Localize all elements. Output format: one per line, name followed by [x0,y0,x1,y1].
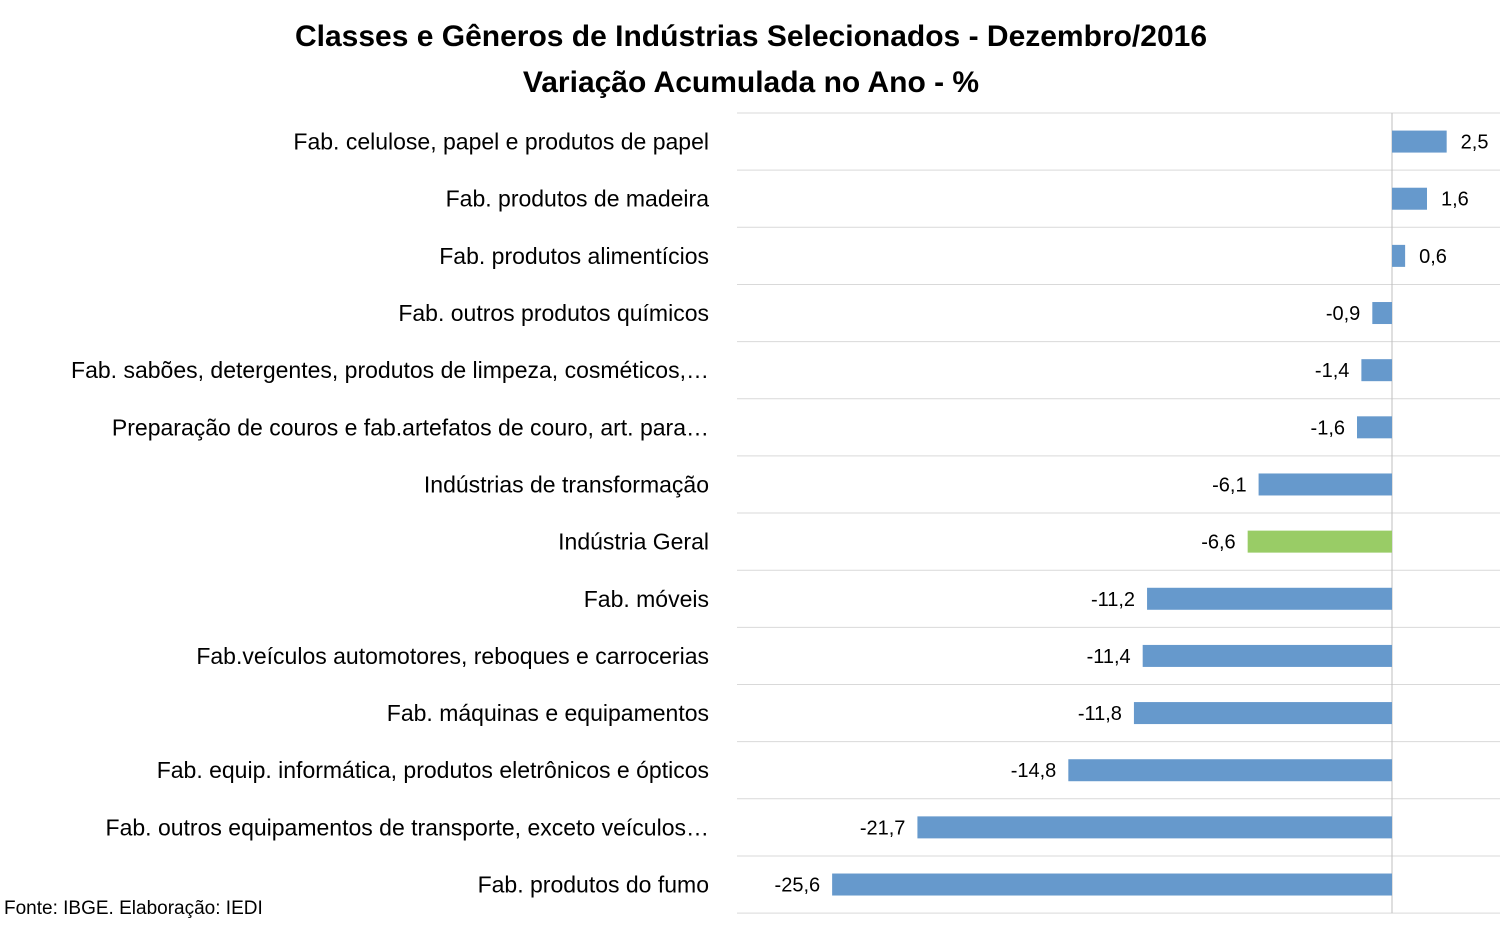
data-label: -11,8 [1078,703,1122,725]
category-label: Fab. sabões, detergentes, produtos de li… [71,357,709,383]
data-label: -11,2 [1091,589,1135,611]
category-label: Fab.veículos automotores, reboques e car… [196,643,709,669]
bar [1361,359,1392,382]
category-label: Fab. outros produtos químicos [398,300,709,326]
data-label: -6,6 [1201,532,1235,554]
bar [1392,187,1427,210]
data-label: 2,5 [1461,132,1489,154]
category-label: Fab. produtos do fumo [478,872,709,898]
bar [1147,587,1392,610]
data-label: -25,6 [775,875,821,897]
bar [1133,702,1392,725]
data-label: -14,8 [1011,760,1057,782]
bar [1142,644,1392,667]
category-label: Indústria Geral [558,529,709,555]
category-label: Preparação de couros e fab.artefatos de … [112,414,709,440]
chart-subtitle: Variação Acumulada no Ano - % [522,66,980,99]
data-label: -1,6 [1311,417,1345,439]
chart-title: Classes e Gêneros de Indústrias Selecion… [294,20,1208,53]
bar [1357,416,1392,439]
data-label: -11,4 [1087,646,1131,668]
category-label: Fab. outros equipamentos de transporte, … [106,814,709,840]
data-label: -1,4 [1315,360,1349,382]
data-label: -21,7 [860,817,906,839]
category-label: Fab. celulose, papel e produtos de papel [293,129,709,155]
category-label: Fab. equip. informática, produtos eletrô… [157,757,709,783]
bar [1247,530,1392,553]
data-label: -6,1 [1212,474,1246,496]
bar [1258,473,1392,496]
bar [1392,244,1406,267]
category-label: Indústrias de transformação [424,471,709,497]
bar [1372,302,1392,325]
data-label: -0,9 [1326,303,1360,325]
category-label: Fab. produtos de madeira [446,186,710,212]
bar [1392,130,1447,153]
bar [832,873,1392,896]
data-label: 1,6 [1441,189,1469,211]
category-label: Fab. móveis [584,586,709,612]
bar [1068,759,1392,782]
source-note: Fonte: IBGE. Elaboração: IEDI [4,898,263,919]
bar [917,816,1392,839]
data-label: 0,6 [1419,246,1447,268]
category-label: Fab. produtos alimentícios [439,243,709,269]
category-label: Fab. máquinas e equipamentos [387,700,709,726]
